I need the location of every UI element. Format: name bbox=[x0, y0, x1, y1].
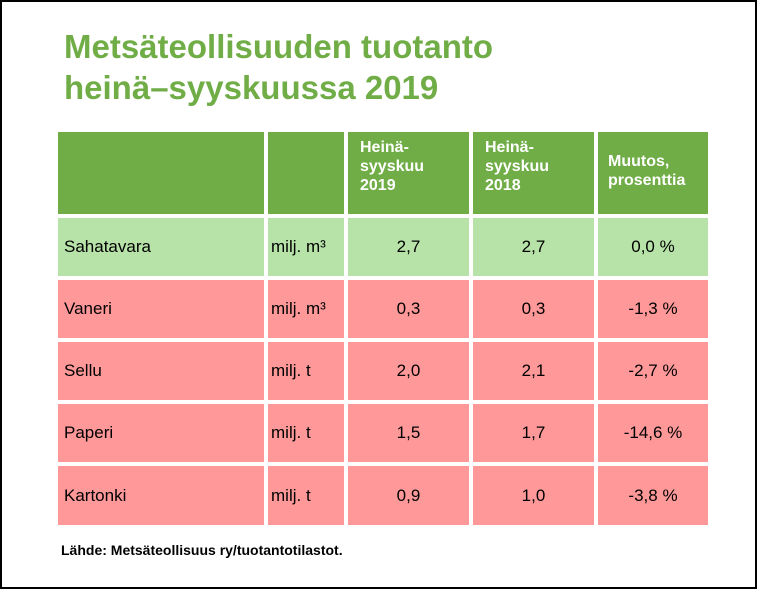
row-2-change: -1,3 % bbox=[598, 280, 708, 338]
row-3-value-2019: 2,0 bbox=[348, 342, 469, 400]
row-5-unit: milj. t bbox=[268, 466, 344, 525]
slide-title: Metsäteollisuuden tuotanto heinä–syyskuu… bbox=[64, 26, 493, 108]
header-cell-2019: Heinä- syyskuu 2019 bbox=[348, 132, 469, 214]
title-line-1: Metsäteollisuuden tuotanto bbox=[64, 28, 493, 65]
header-cell-2018: Heinä- syyskuu 2018 bbox=[473, 132, 594, 214]
row-2-value-2019: 0,3 bbox=[348, 280, 469, 338]
row-4-change: -14,6 % bbox=[598, 404, 708, 462]
row-4-value-2018: 1,7 bbox=[473, 404, 594, 462]
row-5-value-2018: 1,0 bbox=[473, 466, 594, 525]
production-table: Heinä- syyskuu 2019 Heinä- syyskuu 2018 … bbox=[58, 132, 708, 525]
row-4-unit: milj. t bbox=[268, 404, 344, 462]
row-5-change: -3,8 % bbox=[598, 466, 708, 525]
row-2-unit: milj. m³ bbox=[268, 280, 344, 338]
row-1-value-2019: 2,7 bbox=[348, 218, 469, 276]
header-cell-unit bbox=[268, 132, 344, 214]
row-2-value-2018: 0,3 bbox=[473, 280, 594, 338]
row-1-product: Sahatavara bbox=[58, 218, 264, 276]
row-2-product: Vaneri bbox=[58, 280, 264, 338]
row-4-value-2019: 1,5 bbox=[348, 404, 469, 462]
row-3-value-2018: 2,1 bbox=[473, 342, 594, 400]
row-3-product: Sellu bbox=[58, 342, 264, 400]
row-4-product: Paperi bbox=[58, 404, 264, 462]
row-5-value-2019: 0,9 bbox=[348, 466, 469, 525]
row-1-change: 0,0 % bbox=[598, 218, 708, 276]
header-cell-change: Muutos, prosenttia bbox=[598, 132, 708, 214]
row-5-product: Kartonki bbox=[58, 466, 264, 525]
row-1-unit: milj. m³ bbox=[268, 218, 344, 276]
row-3-change: -2,7 % bbox=[598, 342, 708, 400]
header-cell-product bbox=[58, 132, 264, 214]
title-line-2: heinä–syyskuussa 2019 bbox=[64, 69, 439, 106]
row-1-value-2018: 2,7 bbox=[473, 218, 594, 276]
row-3-unit: milj. t bbox=[268, 342, 344, 400]
source-note: Lähde: Metsäteollisuus ry/tuotantotilast… bbox=[61, 542, 343, 558]
